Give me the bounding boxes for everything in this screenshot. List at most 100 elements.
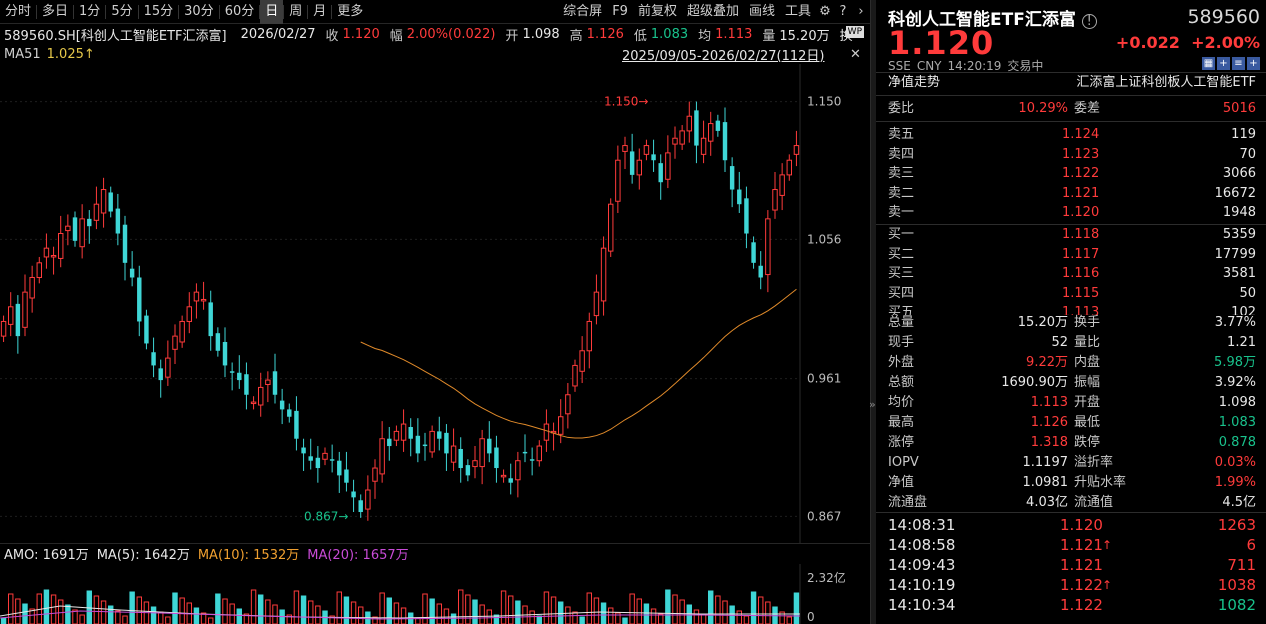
- candle-body: [344, 469, 349, 483]
- grid-icon[interactable]: ▦: [1202, 57, 1215, 70]
- candle-body: [36, 262, 43, 278]
- volume-bar: [500, 590, 507, 624]
- bid-price: 1.115: [1062, 285, 1100, 301]
- amo-ma20-line: [0, 610, 801, 620]
- fund-title: 科创人工智能ETF汇添富 !: [888, 5, 1097, 30]
- candle-body: [608, 203, 614, 252]
- tick-arrow: ↑: [1102, 578, 1113, 592]
- tab-5[interactable]: 30分: [184, 3, 214, 19]
- fund-code: 589560: [1187, 6, 1260, 28]
- tab-8[interactable]: 周: [289, 3, 303, 19]
- volume-bar: [258, 594, 264, 624]
- tick-time: 14:09:43: [888, 556, 956, 574]
- candle-body: [129, 268, 135, 278]
- tab-2[interactable]: 1分: [79, 3, 101, 19]
- toolbar-btn-5[interactable]: 工具: [784, 4, 811, 19]
- volume-bar: [736, 610, 742, 624]
- bid-row[interactable]: 买四 1.115 50: [876, 284, 1266, 304]
- plus-icon[interactable]: +: [1217, 57, 1230, 70]
- tick-vol: 6: [1246, 536, 1256, 554]
- amo-ma5-line: [0, 605, 800, 619]
- candle-body: [122, 224, 128, 263]
- ask-row[interactable]: 卖四 1.123 70: [876, 145, 1266, 165]
- stat-label: 外盘: [888, 355, 915, 370]
- avg-value: 1.113: [715, 26, 753, 42]
- expand-icon[interactable]: »: [869, 398, 876, 411]
- ask-row[interactable]: 卖五 1.124 119: [876, 125, 1266, 145]
- volume-bar: [779, 611, 785, 624]
- tab-7[interactable]: 日: [260, 0, 284, 24]
- stat-value: 1.318: [1030, 435, 1068, 450]
- date-range[interactable]: 2025/09/05-2026/02/27(112日): [622, 48, 825, 64]
- candle-body: [287, 409, 292, 417]
- tab-1[interactable]: 多日: [42, 3, 69, 19]
- collapse-right-icon[interactable]: ›: [858, 4, 864, 19]
- panel-divider[interactable]: »: [869, 0, 876, 624]
- toolbar-btn-4[interactable]: 画线: [748, 4, 775, 19]
- info-icon[interactable]: !: [1081, 14, 1097, 29]
- ask-price: 1.123: [1062, 146, 1100, 162]
- volume-bar: [0, 617, 7, 624]
- toolbar-btn-1[interactable]: F9: [612, 4, 628, 19]
- settings-icon[interactable]: ⚙: [819, 4, 831, 19]
- tab-4[interactable]: 15分: [143, 3, 174, 19]
- add-icon[interactable]: +: [1247, 57, 1260, 70]
- tab-6[interactable]: 60分: [224, 3, 255, 19]
- stat-label: 涨停: [888, 435, 915, 450]
- tick-time: 14:08:31: [888, 516, 956, 534]
- candle-body: [437, 431, 442, 439]
- volume-bar: [672, 594, 678, 624]
- nav-row[interactable]: 净值走势 汇添富上证科创板人工智能ETF: [876, 73, 1266, 93]
- tab-3[interactable]: 5分: [111, 3, 133, 19]
- ask-vol: 70: [1239, 146, 1256, 162]
- bid-row[interactable]: 买一 1.118 5359: [876, 225, 1266, 245]
- bid-row[interactable]: 买二 1.117 17799: [876, 245, 1266, 265]
- candle-body: [700, 137, 707, 155]
- stat-row: 总额 1690.90万 振幅 3.92%: [876, 373, 1266, 393]
- volume-bar: [529, 610, 535, 624]
- candle-body: [593, 291, 600, 317]
- bid-row[interactable]: 买五 1.113 102: [876, 303, 1266, 315]
- market: SSE: [888, 59, 911, 73]
- tick-row: 14:08:31 1.120 1263: [876, 515, 1266, 535]
- volume-bar: [93, 595, 100, 624]
- candle-body: [722, 122, 728, 161]
- candle-body: [215, 333, 221, 351]
- tab-10[interactable]: 更多: [337, 3, 364, 19]
- weicha-value: 5016: [1222, 101, 1256, 116]
- help-icon[interactable]: ?: [839, 4, 847, 19]
- volume-chart[interactable]: 2.32亿 0: [0, 564, 870, 624]
- period-toolbar: 分时 多日 1分 5分 15分 30分 60分日周月更多 综合屏 F9 前复权 超级叠加 画线 工具 …: [0, 0, 870, 24]
- tab-9[interactable]: 月: [313, 3, 327, 19]
- toolbar-btn-3[interactable]: 超级叠加: [686, 4, 739, 19]
- candle-body: [408, 426, 413, 439]
- volume-bar: [650, 608, 657, 624]
- candle-body: [665, 152, 671, 180]
- candlestick-chart[interactable]: 1.150 1.056 0.961 0.867 1.150→ 0.867→: [0, 64, 870, 543]
- weibi-row: 委比 10.29% 委差 5016: [876, 99, 1266, 119]
- volume-bar: [758, 596, 764, 624]
- volume-bar: [229, 603, 235, 624]
- toolbar-btn-2[interactable]: 前复权: [637, 4, 677, 19]
- amo-label: AMO: 1691万: [4, 548, 89, 563]
- toolbar-btn-0[interactable]: 综合屏: [563, 4, 603, 19]
- volume-bar: [193, 607, 200, 624]
- ask-row[interactable]: 卖三 1.122 3066: [876, 164, 1266, 184]
- volume-bar: [65, 604, 71, 624]
- volume-bar: [486, 609, 493, 624]
- candle-body: [294, 410, 299, 439]
- tab-0[interactable]: 分时: [5, 3, 32, 19]
- volume-bar: [472, 599, 478, 624]
- code-name: 589560.SH[科创人工智能ETF汇添富]: [4, 28, 227, 44]
- wp-icon[interactable]: WP: [845, 26, 864, 38]
- volume-bar: [265, 599, 271, 624]
- volume-bar: [465, 594, 471, 624]
- kline-panel[interactable]: 分时 多日 1分 5分 15分 30分 60分日周月更多 综合屏 F9 前复权 超级叠加 画线 工具 …: [0, 0, 870, 624]
- close-icon[interactable]: ✕: [850, 46, 861, 62]
- ask-row[interactable]: 卖一 1.120 1948: [876, 203, 1266, 223]
- weibi-value: 10.29%: [1018, 101, 1068, 116]
- ask-row[interactable]: 卖二 1.121 16672: [876, 184, 1266, 204]
- list-icon[interactable]: ≡: [1232, 57, 1245, 70]
- bid-label: 买一: [888, 227, 915, 242]
- bid-row[interactable]: 买三 1.116 3581: [876, 264, 1266, 284]
